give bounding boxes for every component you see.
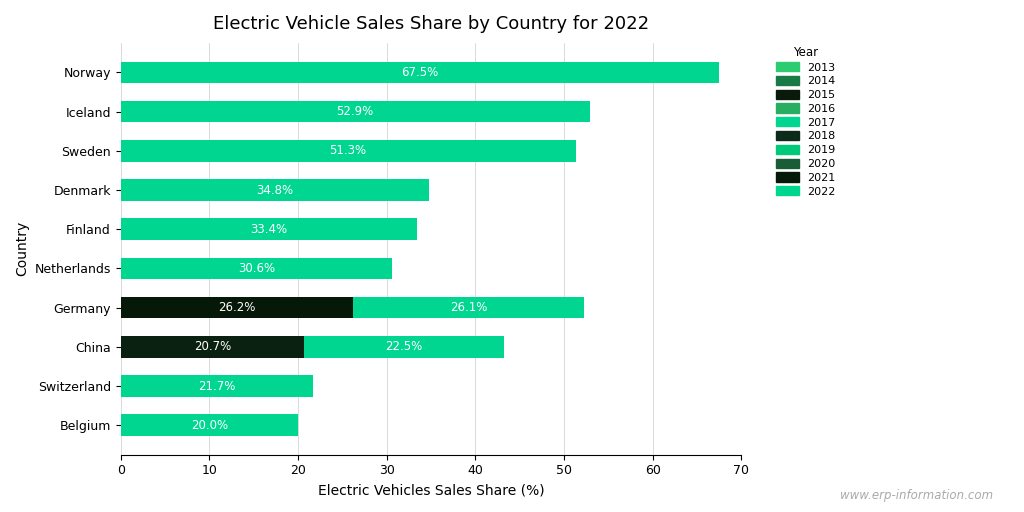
Bar — [121, 101, 590, 122]
Bar — [121, 219, 417, 240]
Text: 51.3%: 51.3% — [330, 144, 367, 157]
Legend: 2013, 2014, 2015, 2016, 2017, 2018, 2019, 2020, 2021, 2022: 2013, 2014, 2015, 2016, 2017, 2018, 2019… — [771, 40, 842, 202]
Text: 67.5%: 67.5% — [401, 66, 438, 79]
Bar — [353, 297, 585, 318]
Text: 20.7%: 20.7% — [194, 340, 231, 353]
Y-axis label: Country: Country — [15, 221, 29, 276]
Bar — [121, 414, 298, 436]
Text: 33.4%: 33.4% — [250, 223, 288, 236]
Text: www.erp-information.com: www.erp-information.com — [840, 489, 993, 502]
Text: 21.7%: 21.7% — [199, 379, 236, 393]
Title: Electric Vehicle Sales Share by Country for 2022: Electric Vehicle Sales Share by Country … — [213, 15, 649, 33]
Bar — [121, 258, 392, 279]
Text: 52.9%: 52.9% — [337, 105, 374, 118]
Text: 34.8%: 34.8% — [256, 183, 294, 197]
Bar — [121, 297, 353, 318]
Text: 26.2%: 26.2% — [218, 301, 256, 314]
X-axis label: Electric Vehicles Sales Share (%): Electric Vehicles Sales Share (%) — [317, 483, 545, 497]
Text: 26.1%: 26.1% — [450, 301, 487, 314]
Text: 20.0%: 20.0% — [190, 419, 228, 432]
Bar — [304, 336, 504, 357]
Bar — [121, 179, 429, 201]
Bar — [121, 61, 719, 83]
Text: 30.6%: 30.6% — [238, 262, 274, 275]
Bar — [121, 140, 575, 162]
Bar — [121, 375, 313, 397]
Bar — [121, 336, 304, 357]
Text: 22.5%: 22.5% — [385, 340, 423, 353]
